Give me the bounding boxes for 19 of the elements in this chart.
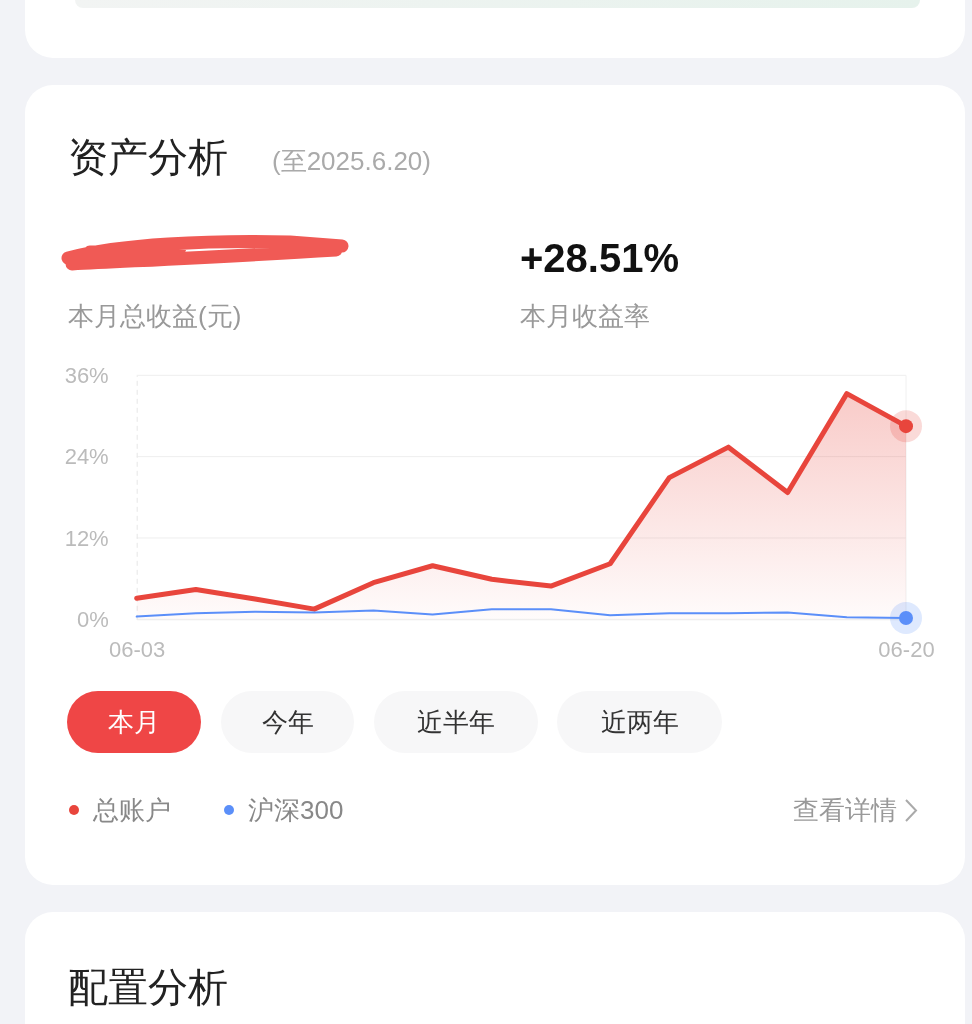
- chart-title: 资产分析: [68, 134, 228, 181]
- x-tick-label: 06-20: [878, 636, 935, 662]
- text: 本月总收益(元): [68, 300, 242, 333]
- period-tab: 本月: [67, 691, 201, 753]
- legend-label: 总账户: [93, 793, 171, 827]
- text: 配置分析: [68, 964, 228, 1011]
- period-tab: 近两年: [557, 691, 722, 753]
- y-tick-label: 0%: [76, 606, 109, 632]
- text: 本月收益率: [520, 300, 650, 333]
- legend-label: 沪深300: [248, 793, 344, 827]
- x-tick-label: 06-03: [109, 636, 166, 662]
- y-tick-label: 12%: [64, 525, 109, 551]
- text: 查看详情: [793, 794, 897, 827]
- y-tick-label: 24%: [64, 444, 109, 470]
- chart-subtitle: (至2025.6.20): [272, 145, 431, 178]
- text: +28.51%: [520, 235, 680, 282]
- period-tab: 今年: [221, 691, 354, 753]
- period-tab: 近半年: [374, 691, 538, 753]
- y-tick-label: 36%: [64, 362, 109, 388]
